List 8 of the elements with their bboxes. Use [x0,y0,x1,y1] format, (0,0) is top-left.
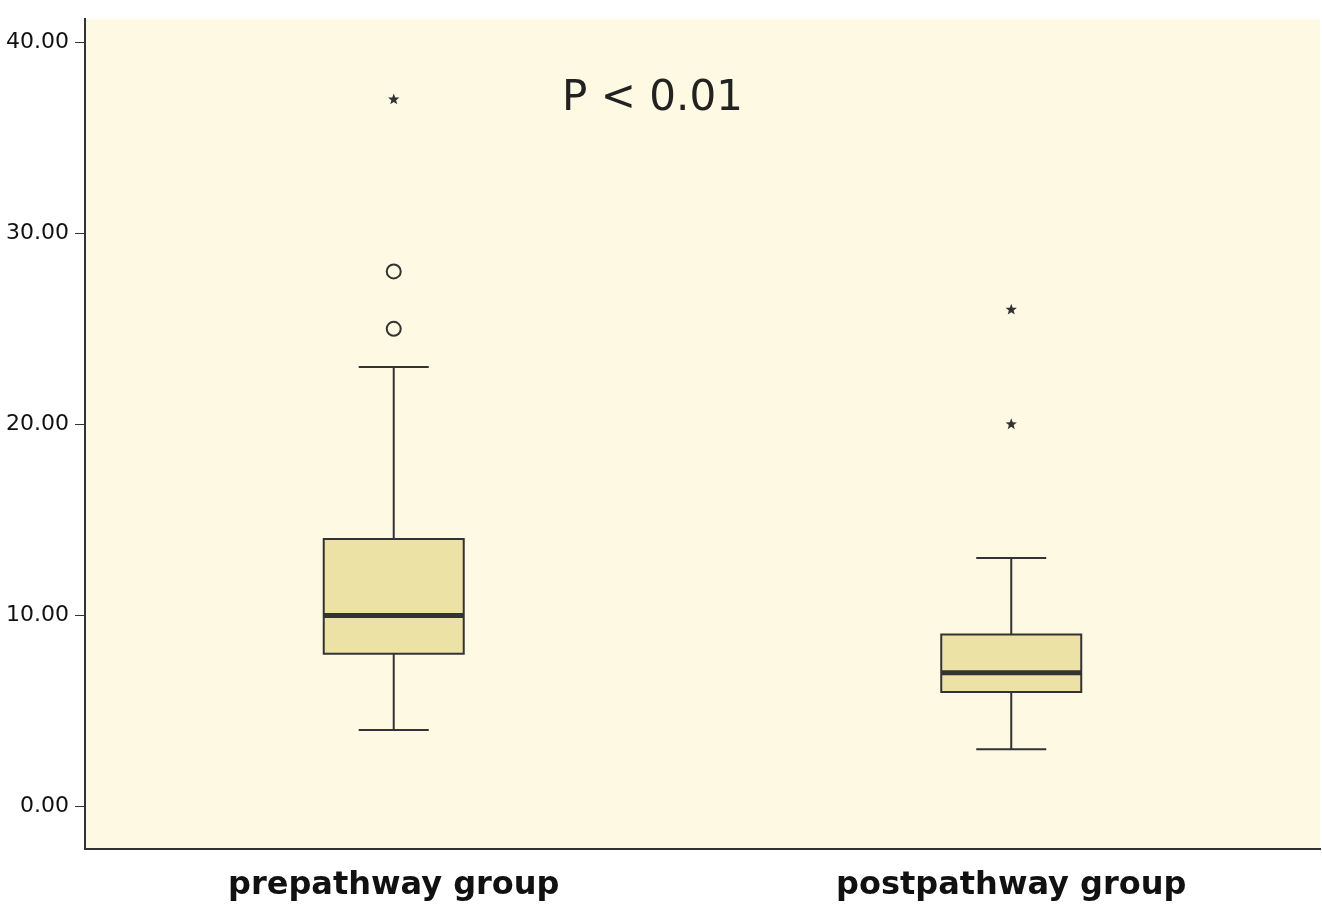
y-tick-label: 40.00 [6,27,69,53]
y-tick-label: 0.00 [20,792,69,818]
x-tick-label: prepathway group [227,864,560,903]
x-tick-label: postpathway group [836,864,1187,903]
annotation: P < 0.01 [562,71,743,121]
y-tick-label: 30.00 [6,218,69,244]
y-tick-label: 10.00 [6,601,69,627]
y-tick-label: 20.00 [6,410,69,436]
